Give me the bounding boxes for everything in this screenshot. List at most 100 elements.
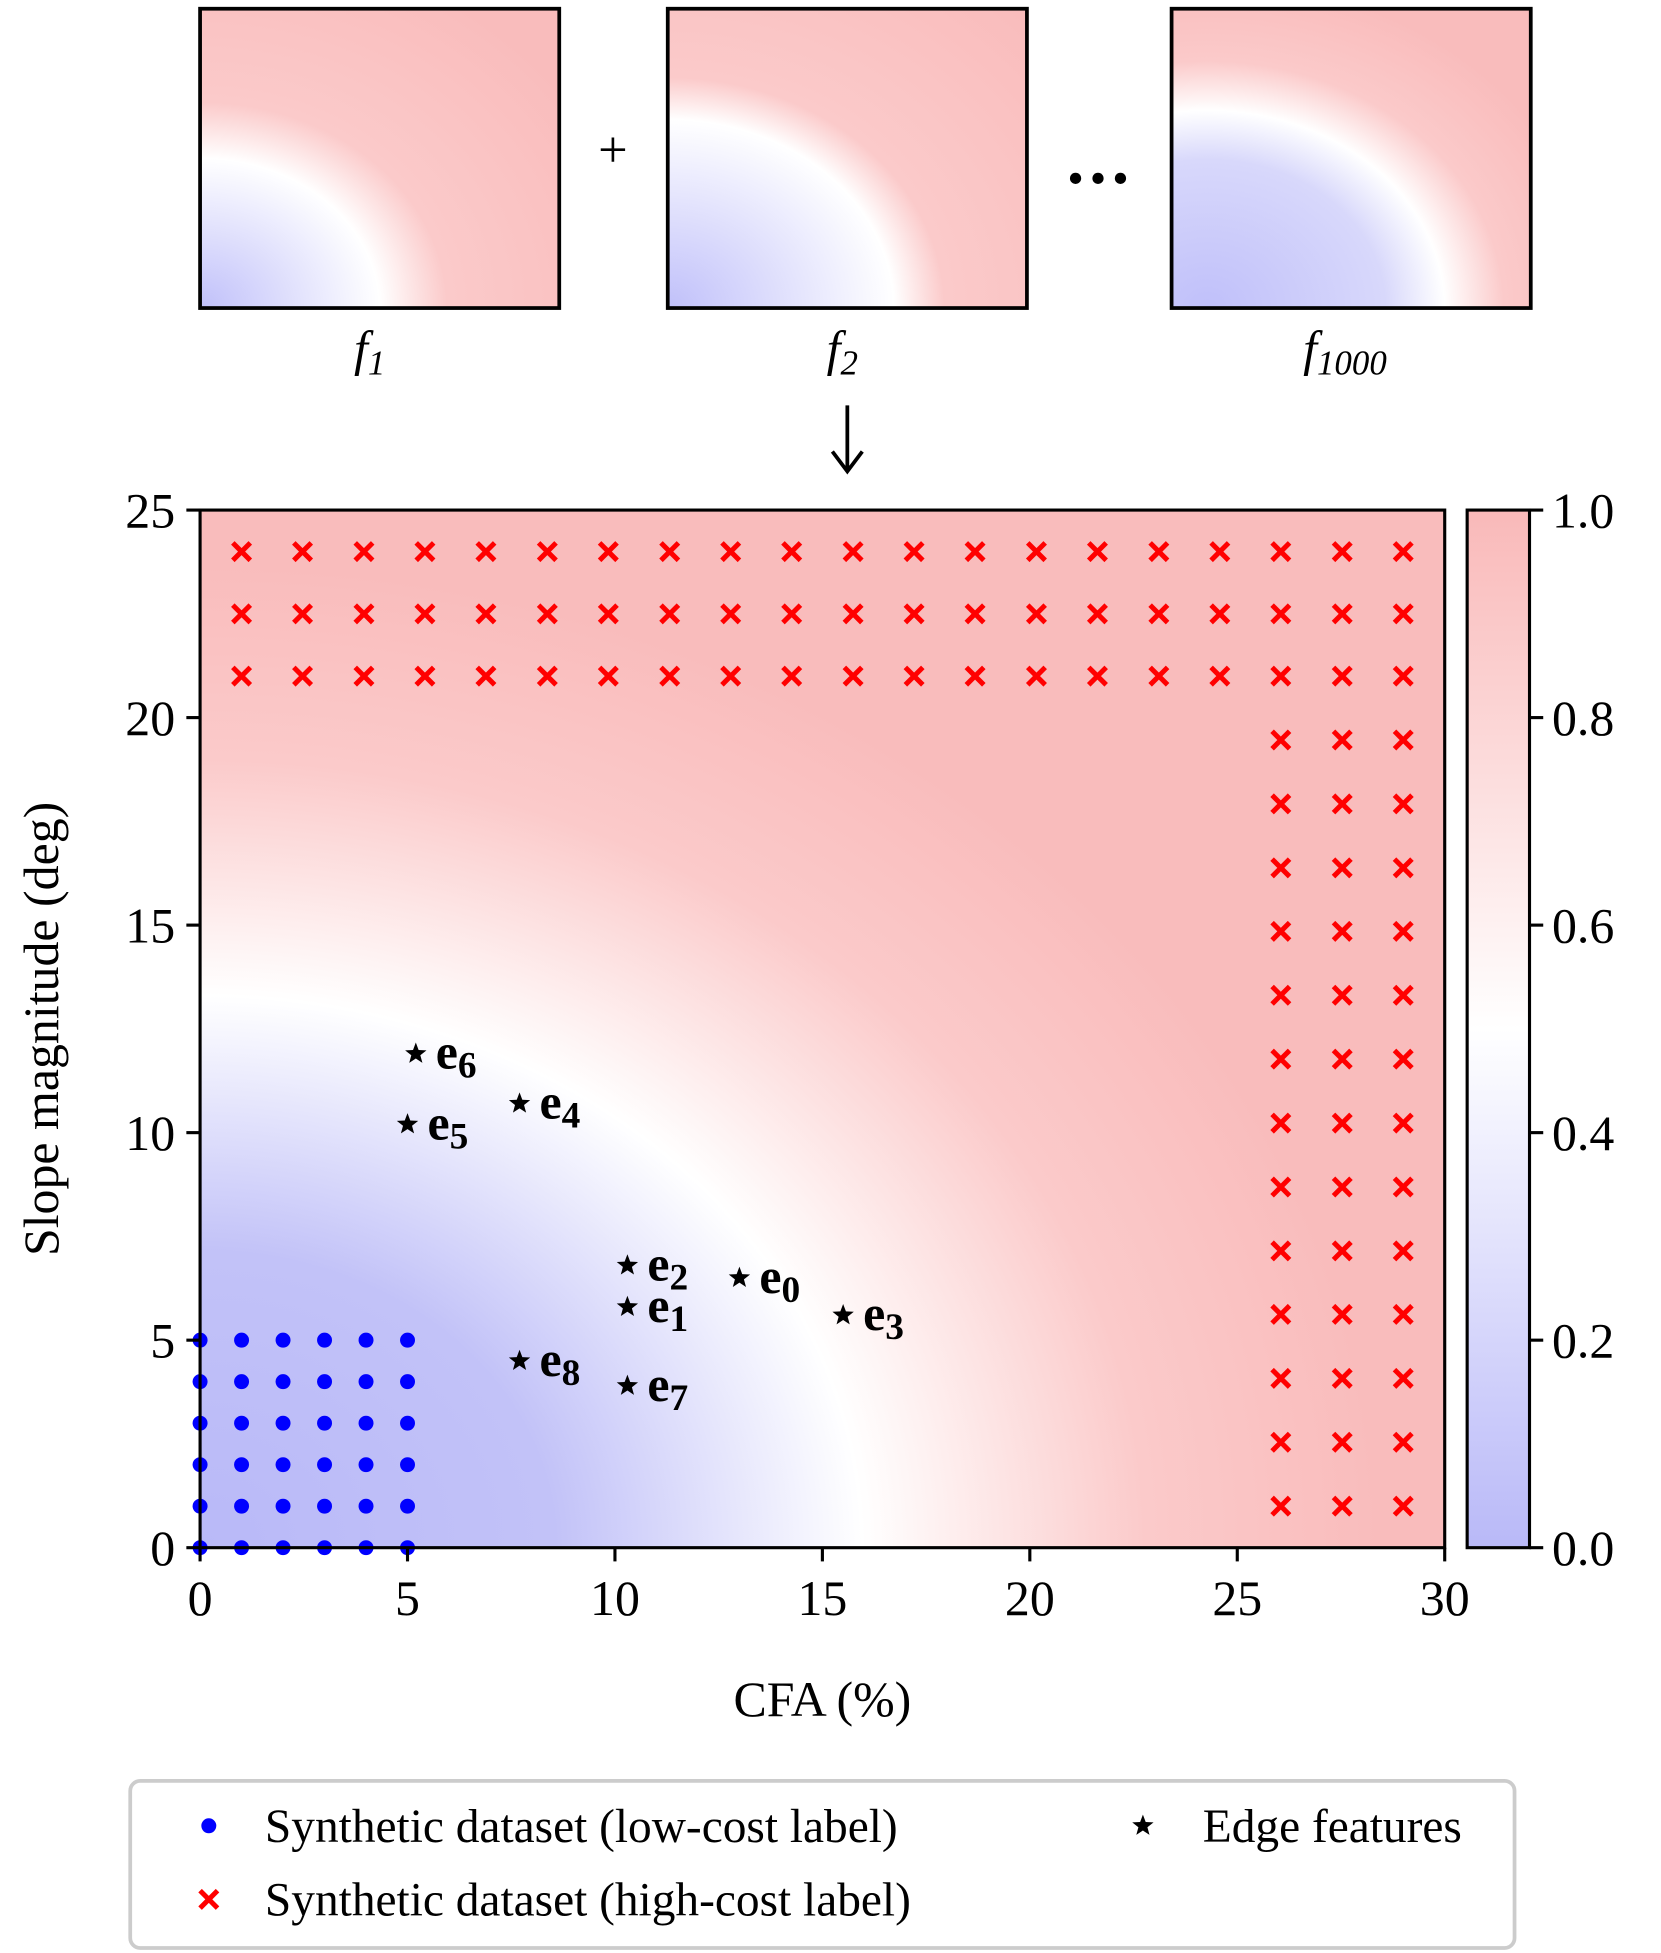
point — [1392, 1240, 1414, 1262]
point — [317, 1457, 333, 1473]
point — [1392, 1495, 1414, 1517]
point — [842, 603, 864, 625]
point — [1270, 1048, 1292, 1070]
y-tick-label: 15 — [125, 899, 175, 954]
point-label: e6 — [436, 1025, 477, 1087]
point — [275, 1498, 291, 1514]
colorbar-tick-label: 1.0 — [1552, 484, 1614, 539]
point — [475, 603, 497, 625]
point — [903, 541, 925, 563]
y-tick-label: 25 — [125, 484, 175, 539]
point — [1392, 603, 1414, 625]
point — [1270, 729, 1292, 751]
point-label: e2 — [647, 1236, 688, 1298]
point — [353, 665, 375, 687]
y-tick-label: 10 — [125, 1106, 175, 1161]
x-tick-label: 5 — [395, 1571, 420, 1626]
point — [1331, 857, 1353, 879]
ellipsis-dot — [1114, 172, 1127, 184]
point — [1270, 793, 1292, 815]
point — [720, 541, 742, 563]
label-subscript: 2 — [841, 343, 858, 382]
point — [1270, 603, 1292, 625]
label-base: e — [539, 1332, 561, 1387]
series — [396, 1042, 854, 1395]
point — [1392, 1176, 1414, 1198]
point-label: e0 — [759, 1249, 800, 1311]
point — [659, 665, 681, 687]
point — [275, 1457, 291, 1473]
y-tick-label: 20 — [125, 691, 175, 746]
point — [1148, 665, 1170, 687]
point — [358, 1457, 374, 1473]
point — [234, 1332, 250, 1348]
point — [1209, 541, 1231, 563]
point — [317, 1498, 333, 1514]
series — [231, 541, 1414, 1517]
point — [1392, 920, 1414, 942]
label-subscript: 0 — [782, 1270, 801, 1311]
thumbnail — [665, 6, 1029, 310]
point — [1392, 984, 1414, 1006]
point — [1270, 1303, 1292, 1325]
point — [842, 541, 864, 563]
colorbar-tick-label: 0.2 — [1552, 1314, 1614, 1369]
point-label: e3 — [863, 1286, 904, 1348]
point — [231, 541, 253, 563]
point — [536, 603, 558, 625]
point — [1148, 541, 1170, 563]
point — [1331, 1495, 1353, 1517]
point — [1392, 1431, 1414, 1453]
label-base: e — [436, 1025, 458, 1080]
point — [1392, 793, 1414, 815]
arrow — [830, 405, 864, 475]
point — [1331, 984, 1353, 1006]
point — [292, 603, 314, 625]
point — [234, 1498, 250, 1514]
x-tick-label: 25 — [1212, 1571, 1262, 1626]
probability-field — [200, 510, 1445, 1548]
y-tick-label: 5 — [150, 1314, 175, 1369]
point — [353, 603, 375, 625]
point — [400, 1457, 415, 1473]
point — [964, 665, 986, 687]
point — [358, 1332, 374, 1348]
point — [1270, 541, 1292, 563]
point — [317, 1374, 333, 1390]
legend-marker — [1132, 1814, 1154, 1835]
point — [358, 1415, 374, 1431]
point — [400, 1498, 415, 1514]
point — [720, 665, 742, 687]
point — [1331, 1240, 1353, 1262]
point — [317, 1332, 333, 1348]
ellipsis-dot — [1069, 172, 1082, 184]
label-subscript: 7 — [669, 1378, 688, 1419]
point — [1025, 603, 1047, 625]
point — [536, 665, 558, 687]
point — [1270, 1495, 1292, 1517]
point — [231, 603, 253, 625]
point — [234, 1457, 250, 1473]
point — [292, 665, 314, 687]
point — [405, 1042, 427, 1063]
label-subscript: 2 — [669, 1257, 688, 1298]
point — [1086, 603, 1108, 625]
point — [414, 541, 436, 563]
y-axis-label: Slope magnitude (deg) — [14, 802, 69, 1256]
point — [903, 603, 925, 625]
point — [964, 603, 986, 625]
point — [597, 665, 619, 687]
colorbar-tick-label: 0.4 — [1552, 1106, 1614, 1161]
point — [1270, 920, 1292, 942]
thumbnail — [198, 6, 562, 310]
point — [659, 603, 681, 625]
point — [1086, 665, 1108, 687]
point — [1025, 665, 1047, 687]
point — [1270, 984, 1292, 1006]
colorbar-tick-label: 0.8 — [1552, 691, 1614, 746]
point — [1331, 920, 1353, 942]
label-subscript: 1000 — [1317, 343, 1387, 382]
point — [508, 1092, 531, 1113]
point — [1331, 729, 1353, 751]
